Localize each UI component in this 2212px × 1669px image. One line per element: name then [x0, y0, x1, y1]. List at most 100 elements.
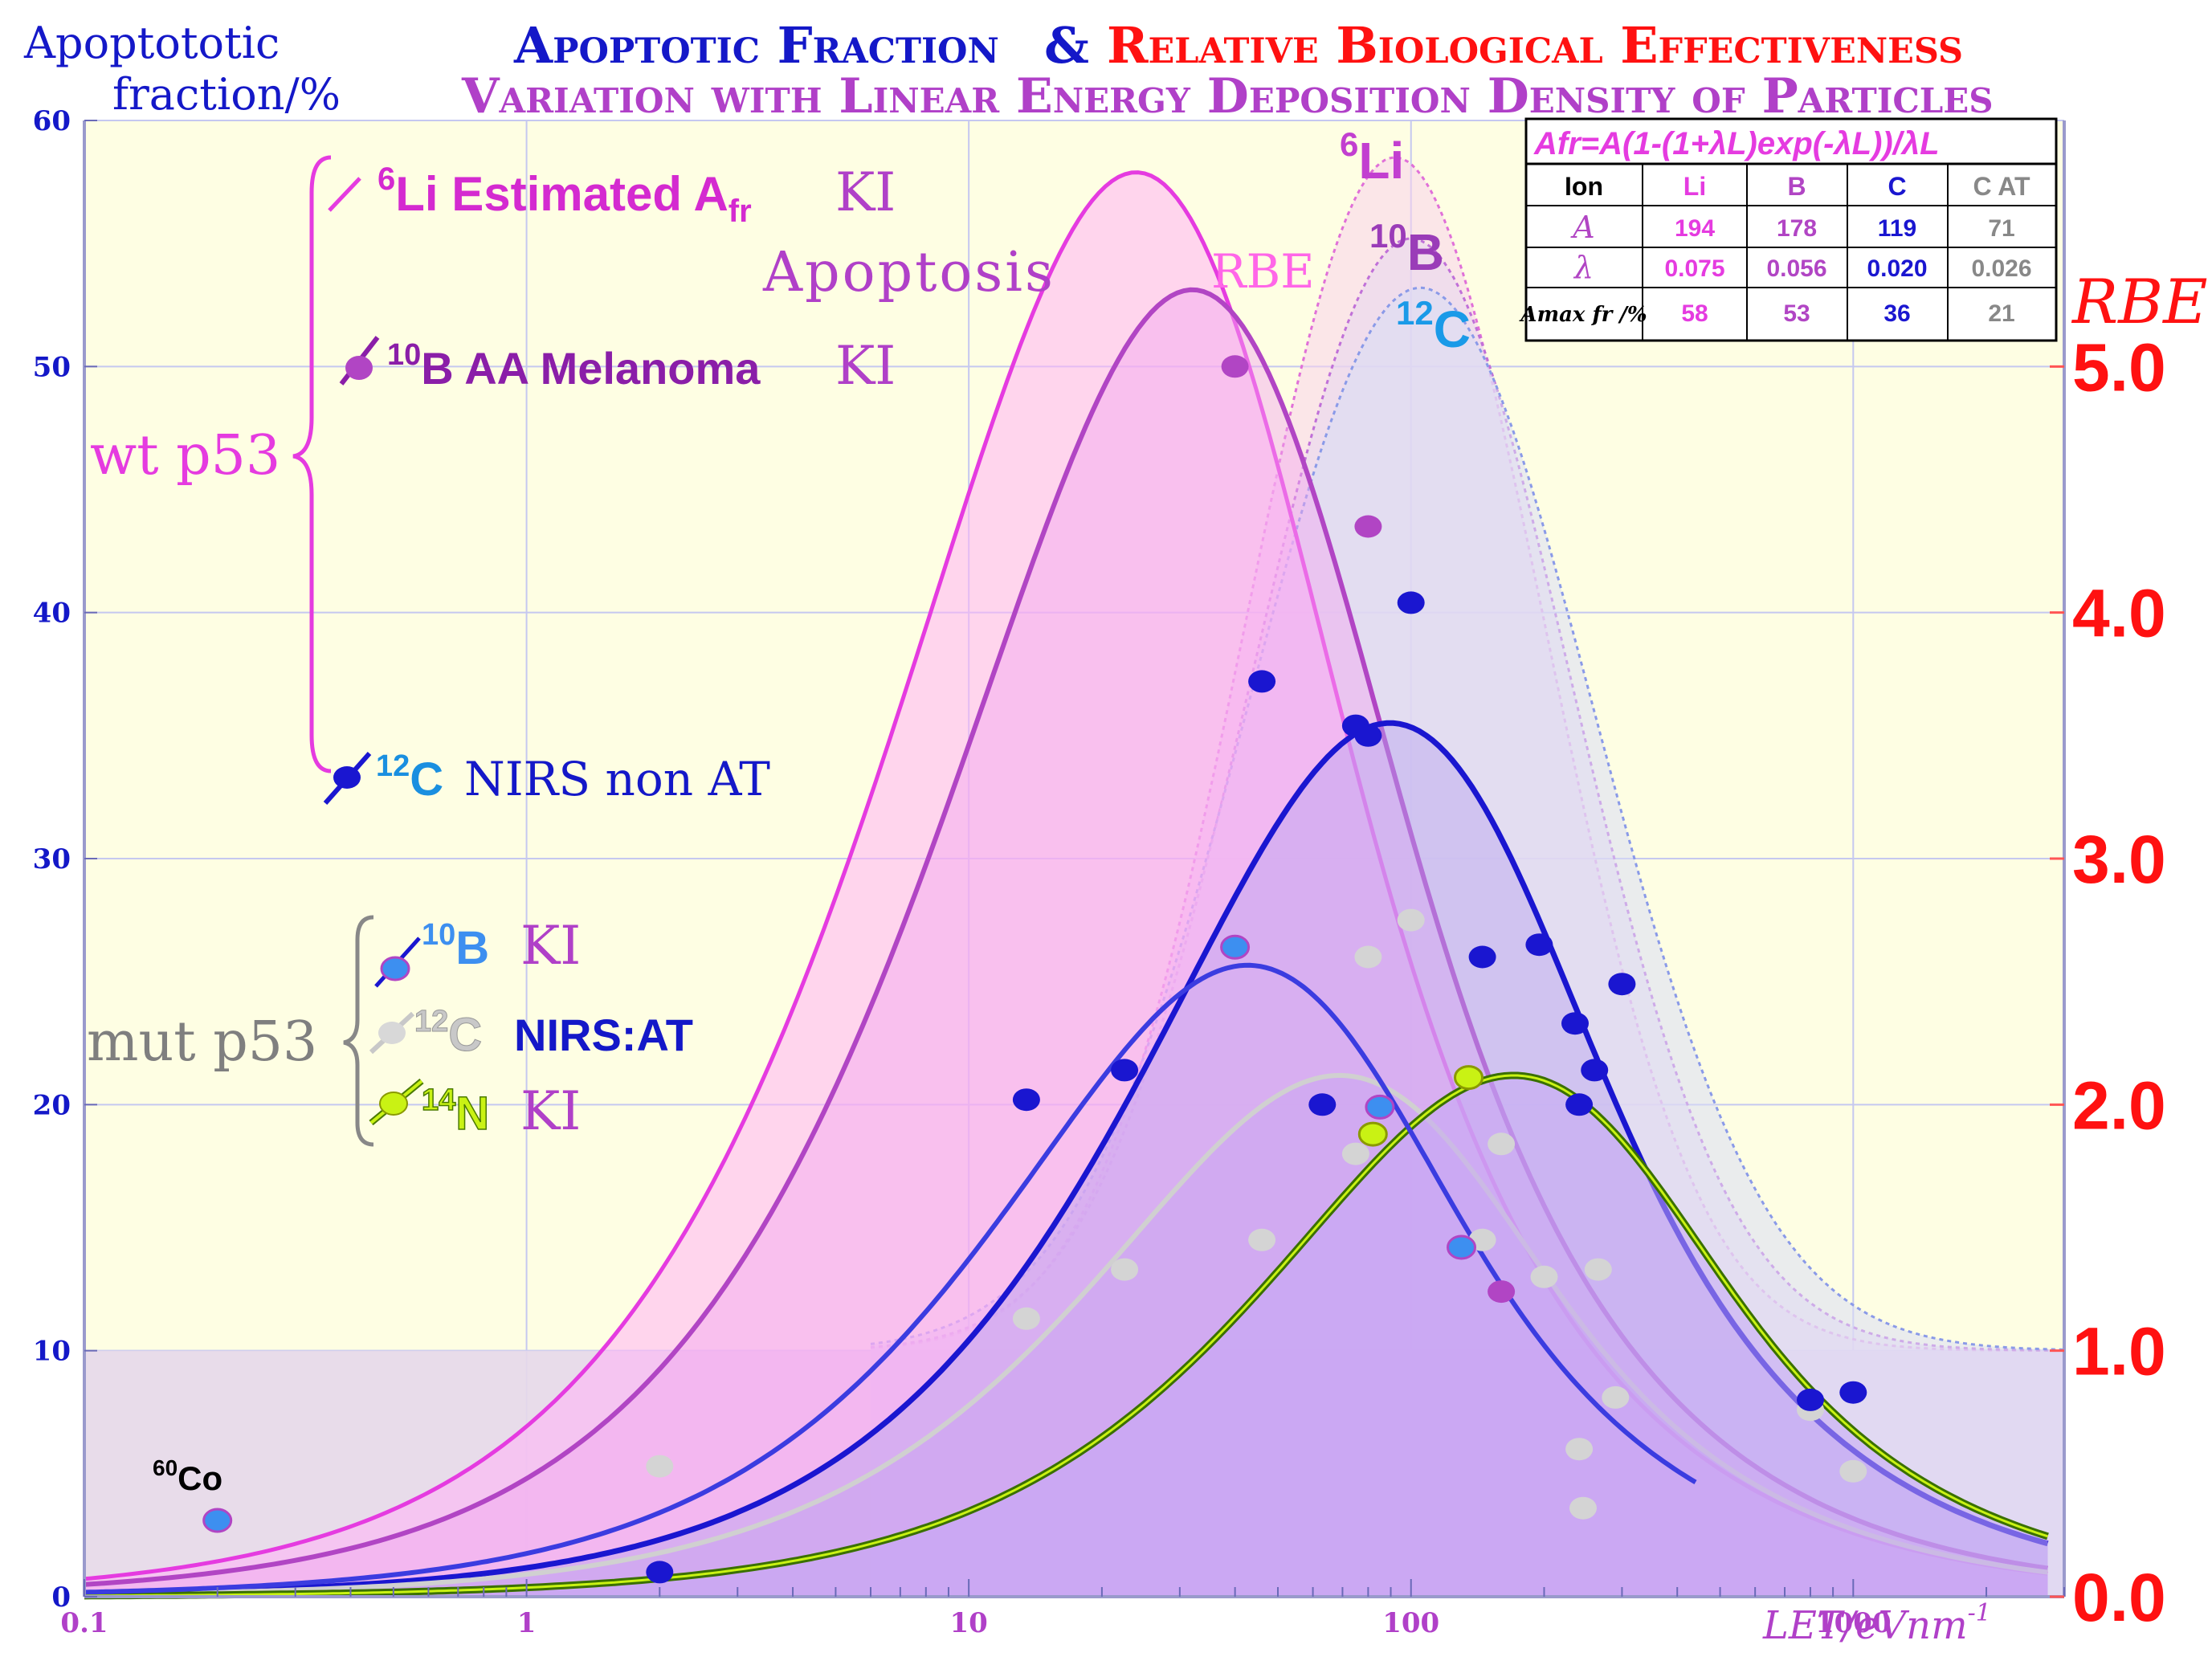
point-b-aa — [1488, 1280, 1516, 1304]
parameter-table: Afr=A(1-(1+λL)exp(-λL))/λL Ion Li B C C … — [1518, 117, 2058, 342]
x-tick-label: 1 — [517, 1607, 537, 1639]
table-a-li: 194 — [1675, 215, 1715, 242]
point-c-nirs — [1111, 1059, 1139, 1082]
wt-p53-brace — [292, 155, 332, 773]
chart-title-rbe: Relative Biological Effectiveness — [1107, 16, 1963, 75]
point-c-at — [1839, 1459, 1867, 1483]
point-c-nirs — [1397, 591, 1425, 614]
point-c-at — [646, 1455, 674, 1478]
x-axis-title: LET/eVnm-1 — [1762, 1599, 1991, 1648]
table-a-cat: 71 — [1988, 215, 2014, 242]
table-a-b: 178 — [1777, 215, 1817, 242]
li-estimated-label: 6Li Estimated Afr — [378, 161, 752, 229]
point-co60 — [202, 1508, 233, 1533]
y-tick-label: 40 — [33, 598, 71, 630]
rbe-tick-label: 2.0 — [2072, 1067, 2166, 1143]
x-tick-label: 0.1 — [60, 1607, 108, 1639]
point-c-at — [1397, 908, 1425, 932]
co60-label: 60Co — [153, 1455, 222, 1497]
b-aa-ki-label: KI — [835, 335, 896, 397]
point-c-nirs — [1565, 1093, 1594, 1116]
axes: 0.1 1 10 100 1000 0 10 20 30 40 50 60 0.0 1.0 2.0 3.0 4.… — [33, 105, 2166, 1639]
y-tick-label: 20 — [33, 1089, 71, 1121]
mut-p53-label: mut p53 — [87, 1010, 317, 1074]
c-nirs-isotope: 12C — [376, 749, 443, 806]
x-tick-label: 1000 — [1815, 1607, 1892, 1639]
li-legend-line — [328, 177, 361, 212]
point-c-nirs — [1797, 1388, 1824, 1411]
point-c-nirs — [1561, 1012, 1589, 1035]
point-c-nirs — [646, 1561, 674, 1584]
point-b-aa — [1354, 515, 1382, 538]
rbe-tick-label: 5.0 — [2072, 329, 2166, 405]
point-n-ki — [1357, 1121, 1388, 1147]
li-ki-label: KI — [835, 161, 896, 223]
point-c-nirs — [1608, 973, 1636, 996]
table-row-lambda-label: λ — [1573, 250, 1594, 285]
table-m-b: 53 — [1783, 300, 1810, 327]
point-c-nirs — [1839, 1381, 1867, 1404]
c-nirs-label: NIRS non AT — [464, 752, 770, 806]
mut-n-legend-marker — [379, 1092, 408, 1116]
point-c-at — [1584, 1258, 1612, 1281]
mut-b-isotope: 10B — [422, 918, 489, 974]
apoptosis-curves — [84, 170, 2049, 1600]
point-c-at — [1354, 945, 1382, 969]
table-row-a-label: A — [1570, 210, 1594, 245]
point-c-at — [1111, 1258, 1139, 1281]
point-c-at — [1248, 1228, 1276, 1251]
point-c-nirs — [1012, 1088, 1040, 1112]
chart-title-ampersand: & — [1044, 16, 1089, 75]
y-tick-label: 0 — [51, 1581, 71, 1614]
apoptosis-curve-b-mut — [84, 962, 1697, 1595]
table-m-c: 36 — [1883, 300, 1910, 327]
table-header-c: C — [1888, 172, 1906, 201]
c-peak-label: 12C — [1396, 294, 1471, 358]
apoptosis-area-n — [84, 1075, 2048, 1597]
rbe-curve-annotation: RBE — [1211, 244, 1315, 299]
b-aa-legend-marker — [345, 356, 373, 380]
table-l-c: 0.020 — [1867, 255, 1927, 282]
point-c-nirs — [1468, 945, 1496, 969]
point-c-at — [1602, 1385, 1630, 1409]
data-points — [202, 355, 1867, 1584]
li-peak-label: 6Li — [1340, 125, 1404, 190]
mut-b-legend-marker — [380, 956, 410, 981]
rbe-curve-c — [870, 286, 2065, 1351]
mut-c-nirs-label: NIRS:AT — [514, 1010, 693, 1060]
table-header-ion: Ion — [1565, 172, 1603, 201]
table-l-b: 0.056 — [1766, 255, 1826, 282]
table-row-amax-label: Amax fr /% — [1518, 303, 1647, 327]
point-c-at — [1530, 1265, 1558, 1288]
y-axis-title-line1: Apoptototic — [23, 18, 280, 68]
y-axis-title-line2: fraction/% — [112, 69, 341, 120]
x-tick-label: 100 — [1382, 1607, 1439, 1639]
apoptosis-annotation: Apoptosis — [762, 241, 1055, 304]
mut-p53-brace — [343, 915, 374, 1147]
y-tick-label: 60 — [33, 105, 71, 137]
point-c-at — [1565, 1438, 1594, 1461]
x-tick-label: 10 — [949, 1607, 987, 1639]
y-tick-label: 50 — [33, 351, 71, 383]
table-l-li: 0.075 — [1664, 255, 1724, 282]
point-c-nirs — [1248, 670, 1276, 693]
chart-subtitle: Variation with Linear Energy Deposition … — [461, 68, 1994, 124]
mut-c-legend-marker — [378, 1022, 406, 1044]
point-c-at — [1341, 1142, 1369, 1165]
table-m-li: 58 — [1681, 300, 1708, 327]
chart-title-apoptotic: Apoptotic Fraction — [513, 16, 999, 75]
rbe-tick-label: 1.0 — [2072, 1314, 2166, 1389]
point-b-ki — [1220, 934, 1251, 960]
b-aa-label: 10B AA Melanoma — [387, 338, 761, 394]
table-l-cat: 0.026 — [1971, 255, 2031, 282]
point-c-nirs — [1354, 724, 1382, 747]
b-peak-label: 10B — [1369, 217, 1444, 281]
wt-p53-label: wt p53 — [90, 424, 280, 488]
table-header-li: Li — [1683, 172, 1706, 201]
rbe-tick-label: 0.0 — [2072, 1560, 2166, 1635]
point-c-nirs — [1308, 1093, 1337, 1116]
point-c-at — [1569, 1496, 1597, 1520]
point-b-ki — [1447, 1234, 1476, 1260]
point-c-nirs — [1581, 1059, 1609, 1082]
y-tick-label: 10 — [33, 1336, 71, 1368]
